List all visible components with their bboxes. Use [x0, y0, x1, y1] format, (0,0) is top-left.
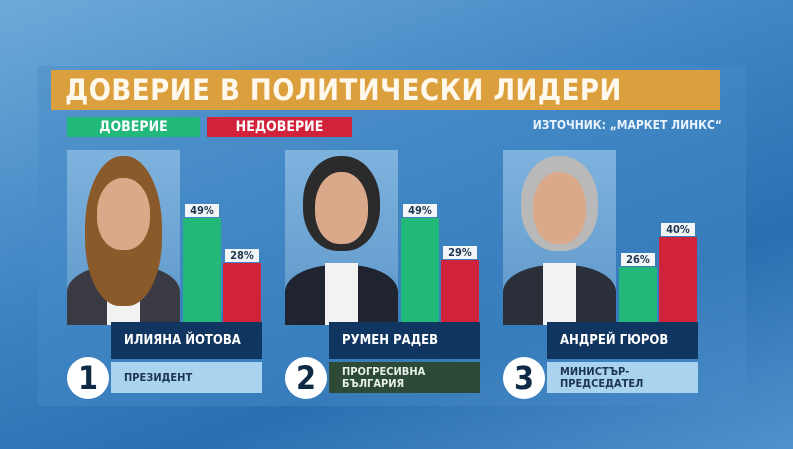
rank-badge: 1: [67, 357, 109, 399]
leader-name: АНДРЕЙ ГЮРОВ: [547, 322, 698, 359]
leader-photo: [67, 150, 180, 325]
bar-trust: [619, 266, 657, 322]
leader-photo: [503, 150, 616, 325]
chart-title: ДОВЕРИЕ В ПОЛИТИЧЕСКИ ЛИДЕРИ: [51, 70, 720, 110]
bar-distrust: [223, 262, 261, 322]
leader-name: РУМЕН РАДЕВ: [329, 322, 480, 359]
leader-role-text: МИНИСТЪР-ПРЕДСЕДАТЕЛ: [560, 364, 644, 390]
leader-role: ПРЕЗИДЕНТ: [111, 362, 262, 393]
leader-photo: [285, 150, 398, 325]
trust-value-label: 49%: [403, 204, 437, 217]
distrust-value-label: 28%: [225, 248, 259, 262]
rank-badge: 3: [503, 357, 545, 399]
bar-trust: [401, 218, 439, 322]
bar-distrust: [441, 260, 479, 322]
distrust-value-label: 40%: [661, 223, 695, 237]
rank-badge: 2: [285, 357, 327, 399]
leader-name: ИЛИЯНА ЙОТОВА: [111, 322, 262, 359]
leader-role-text: ПРЕЗИДЕНТ: [124, 370, 193, 384]
source-label: ИЗТОЧНИК: „МАРКЕТ ЛИНКС“: [532, 118, 722, 132]
legend-trust: ДОВЕРИЕ: [67, 117, 200, 137]
bar-trust: [183, 218, 221, 322]
leader-role-text: ПРОГРЕСИВНА БЪЛГАРИЯ: [342, 364, 426, 390]
trust-value-label: 26%: [621, 252, 655, 266]
bar-distrust: [659, 237, 697, 322]
distrust-value-label: 29%: [443, 246, 477, 260]
leader-role: ПРОГРЕСИВНА БЪЛГАРИЯ: [329, 362, 480, 393]
trust-value-label: 49%: [185, 204, 219, 217]
leader-role: МИНИСТЪР-ПРЕДСЕДАТЕЛ: [547, 362, 698, 393]
legend-distrust: НЕДОВЕРИЕ: [207, 117, 352, 137]
